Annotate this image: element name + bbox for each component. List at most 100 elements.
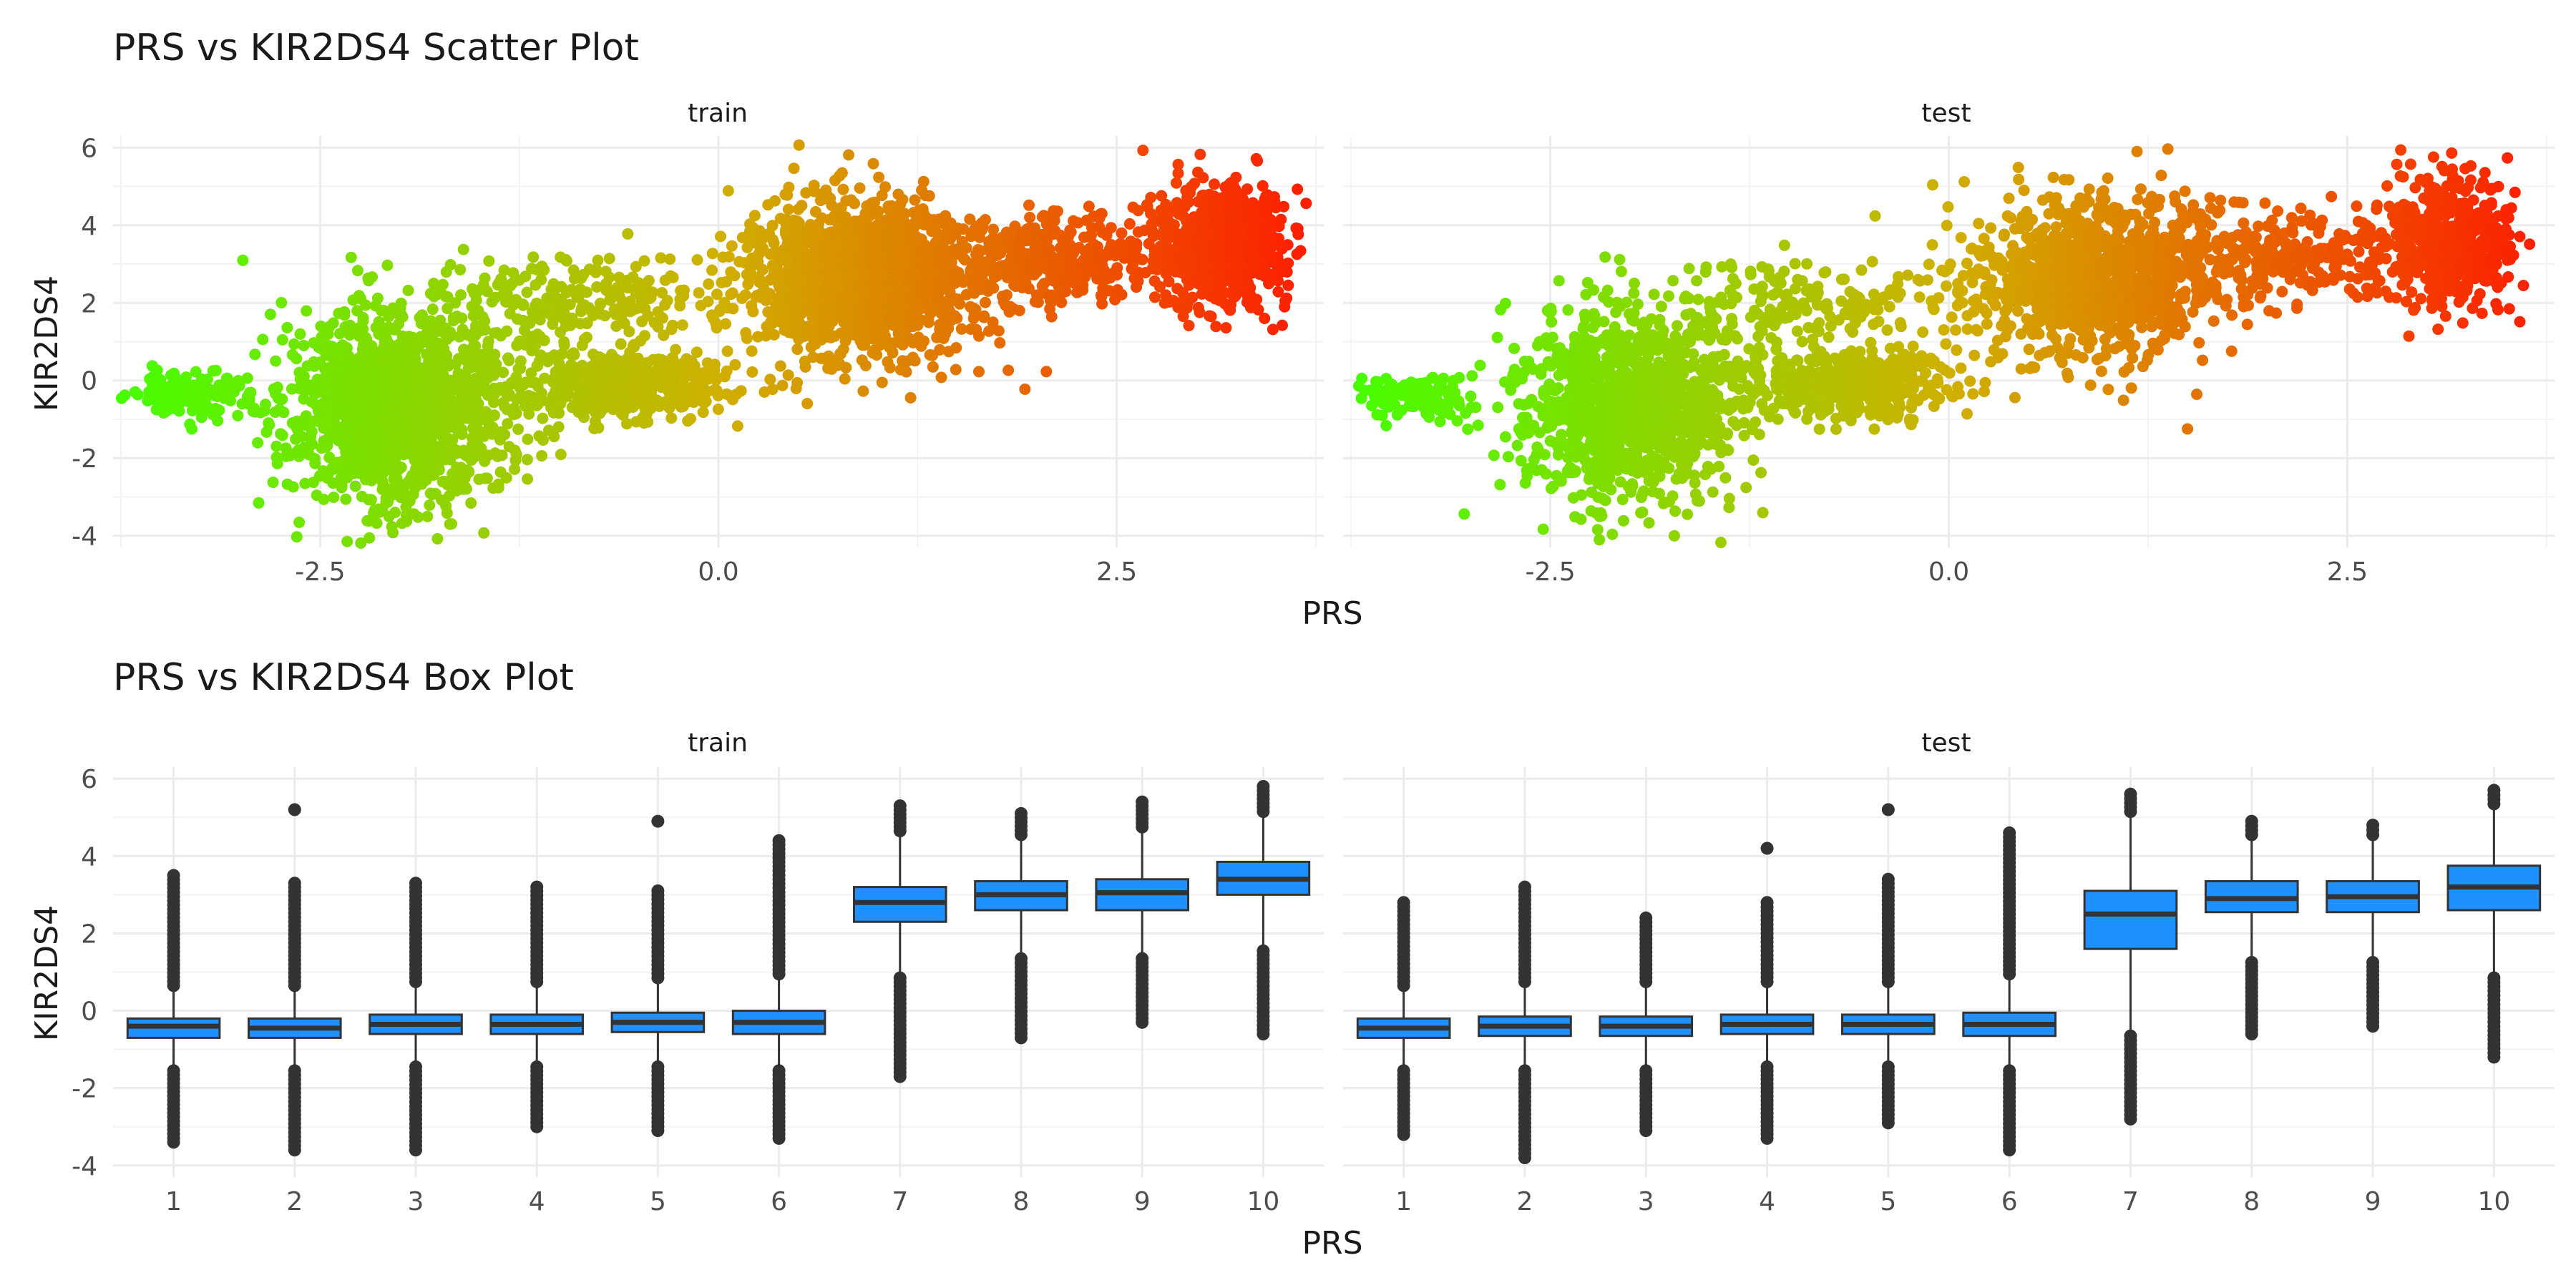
scatter-point: [657, 374, 669, 386]
scatter-point: [605, 348, 618, 361]
scatter-point: [449, 400, 461, 412]
scatter-point: [531, 360, 543, 372]
scatter-point: [421, 411, 434, 423]
scatter-point: [278, 406, 290, 419]
scatter-point: [1434, 416, 1446, 428]
scatter-point: [897, 193, 909, 205]
scatter-point: [884, 361, 896, 374]
scatter-point: [530, 279, 542, 291]
scatter-point: [950, 364, 962, 376]
scatter-point: [426, 489, 438, 500]
scatter-point: [770, 299, 782, 311]
scatter-point: [172, 385, 183, 397]
scatter-point: [555, 293, 567, 305]
scatter-point: [218, 385, 230, 396]
scatter-point: [635, 335, 646, 347]
scatter-point: [467, 283, 479, 295]
scatter-point: [864, 248, 876, 260]
scatter-point: [237, 254, 249, 266]
scatter-point: [703, 278, 715, 290]
scatter-point: [308, 415, 321, 427]
scatter-point: [347, 381, 359, 393]
scatter-point: [336, 482, 348, 494]
scatter-point: [360, 425, 372, 437]
scatter-point: [849, 197, 860, 210]
scatter-point: [930, 237, 942, 249]
scatter-point: [1375, 386, 1387, 398]
scatter-point: [904, 391, 917, 404]
scatter-point: [394, 302, 406, 314]
scatter-point: [537, 412, 549, 424]
scatter-point: [776, 379, 789, 391]
scatter-point: [1023, 199, 1035, 211]
scatter-point: [276, 333, 288, 346]
scatter-point: [934, 343, 946, 356]
scatter-point: [327, 317, 339, 329]
scatter-point: [910, 230, 922, 243]
scatter-point: [253, 497, 265, 509]
scatter-point: [1008, 303, 1020, 315]
scatter-point: [941, 233, 953, 245]
y-tick-label: 4: [81, 212, 97, 241]
scatter-point: [652, 366, 664, 378]
scatter-point: [309, 457, 321, 469]
scatter-point: [926, 225, 938, 238]
scatter-point: [326, 431, 338, 444]
scatter-point: [691, 254, 703, 266]
scatter-point: [378, 452, 390, 464]
scatter-point: [470, 320, 482, 332]
scatter-point: [552, 421, 565, 433]
scatter-point: [146, 360, 158, 372]
scatter-point: [1174, 297, 1186, 309]
scatter-point: [1382, 401, 1395, 413]
scatter-point: [825, 277, 837, 289]
scatter-point: [945, 310, 957, 322]
scatter-point: [440, 410, 452, 422]
scatter-point: [1078, 269, 1089, 281]
scatter-point: [1044, 227, 1056, 239]
scatter-point: [615, 338, 627, 350]
scatter-point: [917, 175, 930, 187]
scatter-point: [1128, 243, 1140, 255]
scatter-point: [1265, 242, 1277, 254]
scatter-point: [281, 478, 293, 490]
scatter-point: [779, 324, 791, 336]
scatter-point: [1060, 278, 1073, 290]
scatter-point: [665, 412, 678, 424]
scatter-point: [459, 472, 471, 484]
scatter-point: [1123, 218, 1136, 230]
scatter-point: [431, 532, 444, 545]
scatter-point: [840, 259, 852, 271]
scatter-point: [622, 282, 634, 294]
scatter-point: [402, 284, 414, 296]
scatter-point: [796, 296, 808, 308]
scatter-point: [1015, 245, 1027, 258]
scatter-point: [539, 372, 550, 384]
scatter-point: [419, 378, 431, 390]
scatter-point: [911, 209, 922, 221]
scatter-point: [829, 330, 841, 342]
scatter-point: [922, 303, 935, 316]
scatter-point: [292, 445, 304, 457]
scatter-point: [638, 255, 650, 267]
scatter-point: [381, 259, 394, 271]
scatter-point: [212, 415, 224, 426]
scatter-point: [449, 297, 462, 309]
scatter-point: [1157, 258, 1169, 270]
scatter-point: [263, 417, 275, 429]
scatter-point: [774, 360, 786, 372]
scatter-point: [776, 252, 788, 264]
scatter-point: [403, 331, 415, 343]
scatter-point: [987, 282, 1000, 294]
scatter-point: [627, 401, 639, 413]
scatter-point: [1276, 265, 1287, 278]
scatter-point: [446, 518, 457, 530]
scatter-point: [780, 283, 792, 296]
scatter-point: [322, 328, 334, 340]
scatter-point: [442, 433, 454, 445]
scatter-point: [865, 221, 877, 233]
scatter-point: [1229, 201, 1241, 213]
scatter-point: [574, 283, 586, 295]
scatter-point: [782, 369, 794, 381]
scatter-point: [646, 374, 658, 386]
